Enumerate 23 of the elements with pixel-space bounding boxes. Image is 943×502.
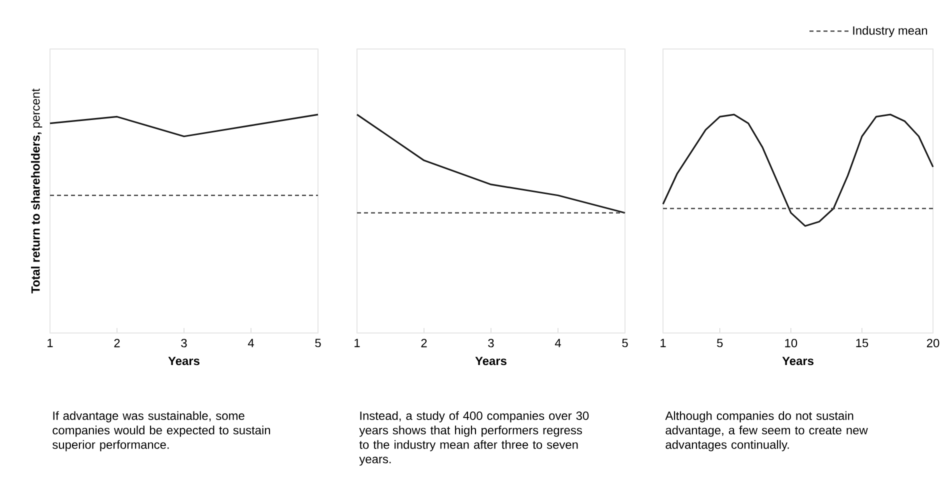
x-tick-label: 1	[660, 338, 666, 348]
x-axis-title: Years	[475, 356, 506, 366]
x-tick-label: 4	[248, 338, 254, 348]
text: If advantage was sustainable, some companies would be expected to sustain superior performance.	[52, 411, 270, 452]
x-tick-label: 5	[622, 338, 628, 348]
x-tick-label: 5	[315, 338, 321, 348]
y-axis-title: Total return to shareholders, percent	[31, 88, 42, 294]
text: Although companies do not sustain advantage, a few seem to create new advantages continually.	[665, 411, 868, 452]
x-tick-label: 15	[856, 338, 868, 348]
x-tick-label: 2	[114, 338, 120, 348]
x-tick-label: 3	[488, 338, 494, 348]
x-axis-title: Years	[782, 356, 814, 366]
x-tick-label: 3	[181, 338, 187, 348]
x-tick-label: 20	[926, 338, 940, 348]
legend-label: Industry mean	[853, 26, 928, 38]
x-tick-label: 2	[421, 338, 427, 348]
x-tick-label: 1	[354, 338, 360, 348]
x-tick-label: 10	[785, 338, 798, 348]
x-tick-label: 1	[48, 338, 53, 348]
text: Instead, a study of 400 companies over 30 years shows that high performers regress to the industry mean after three to seven years.	[359, 411, 589, 466]
x-tick-label: 4	[554, 338, 561, 348]
x-axis-title: Years	[168, 356, 200, 366]
x-tick-label: 5	[717, 338, 723, 348]
